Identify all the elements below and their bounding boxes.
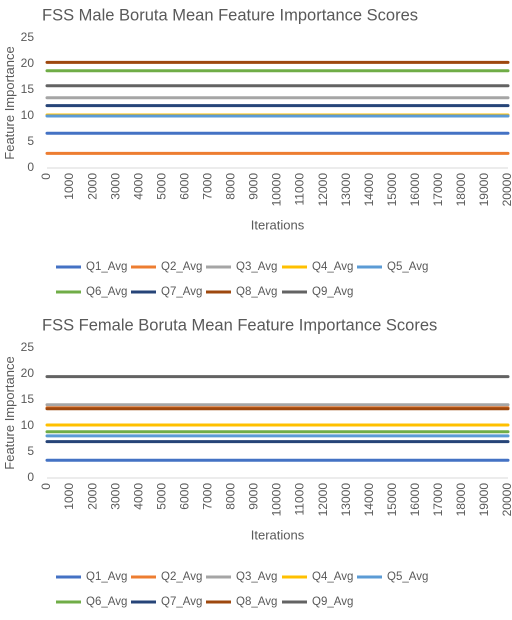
male-x-tick-label: 3000 (108, 173, 122, 200)
male-legend-label: Q3_Avg (236, 261, 277, 273)
female-legend-label: Q4_Avg (312, 571, 353, 583)
female-x-axis-label: Iterations (251, 527, 305, 542)
male-y-axis-label: Feature Importance (2, 46, 17, 159)
male-y-tick-label: 0 (27, 160, 34, 174)
male-y-tick-label: 25 (21, 30, 35, 44)
male-legend-label: Q1_Avg (86, 261, 127, 273)
female-x-tick-label: 1000 (62, 483, 76, 510)
male-legend-label: Q8_Avg (236, 286, 277, 298)
male-x-tick-label: 6000 (177, 173, 191, 200)
female-x-tick-label: 2000 (85, 483, 99, 510)
female-x-tick-label: 7000 (201, 483, 215, 510)
female-chart-svg: FSS Female Boruta Mean Feature Importanc… (2, 316, 512, 608)
female-x-tick-label: 19000 (477, 483, 491, 517)
female-x-tick-label: 3000 (108, 483, 122, 510)
female-x-tick-label: 17000 (431, 483, 445, 517)
female-legend-label: Q5_Avg (387, 571, 428, 583)
male-x-tick-label: 1000 (62, 173, 76, 200)
male-x-tick-label: 2000 (85, 173, 99, 200)
female-legend-label: Q8_Avg (236, 596, 277, 608)
male-x-tick-label: 12000 (316, 173, 330, 207)
male-chart-title: FSS Male Boruta Mean Feature Importance … (42, 6, 418, 24)
female-legend-label: Q7_Avg (161, 596, 202, 608)
female-chart-panel: FSS Female Boruta Mean Feature Importanc… (0, 310, 512, 620)
female-x-tick-label: 10000 (270, 483, 284, 517)
male-x-tick-label: 19000 (477, 173, 491, 207)
female-y-tick-label: 15 (21, 392, 35, 406)
male-chart-panel: FSS Male Boruta Mean Feature Importance … (2, 6, 512, 298)
male-x-tick-label: 0 (39, 173, 53, 180)
female-y-tick-label: 20 (21, 366, 35, 380)
male-x-axis-label: Iterations (251, 217, 305, 232)
female-y-tick-label: 10 (21, 418, 35, 432)
female-chart-title: FSS Female Boruta Mean Feature Importanc… (42, 316, 437, 334)
male-x-tick-label: 10000 (270, 173, 284, 207)
male-chart-svg: FSS Male Boruta Mean Feature Importance … (2, 6, 512, 298)
female-y-tick-label: 0 (27, 470, 34, 484)
female-x-tick-label: 14000 (362, 483, 376, 517)
male-x-tick-label: 8000 (224, 173, 238, 200)
male-x-tick-label: 14000 (362, 173, 376, 207)
female-y-tick-label: 25 (21, 340, 35, 354)
male-y-tick-label: 5 (27, 134, 34, 148)
male-x-tick-label: 16000 (408, 173, 422, 207)
male-y-tick-label: 15 (21, 82, 35, 96)
female-x-tick-label: 9000 (247, 483, 261, 510)
male-x-tick-label: 13000 (339, 173, 353, 207)
female-x-tick-label: 5000 (154, 483, 168, 510)
female-x-tick-label: 12000 (316, 483, 330, 517)
male-x-tick-label: 7000 (201, 173, 215, 200)
female-y-tick-label: 5 (27, 444, 34, 458)
male-x-tick-label: 9000 (247, 173, 261, 200)
female-x-tick-label: 8000 (224, 483, 238, 510)
male-x-tick-label: 5000 (154, 173, 168, 200)
female-x-tick-label: 4000 (131, 483, 145, 510)
male-legend-label: Q5_Avg (387, 261, 428, 273)
female-x-tick-label: 11000 (293, 483, 307, 516)
female-x-tick-label: 16000 (408, 483, 422, 517)
female-y-axis-label: Feature Importance (2, 356, 17, 469)
male-legend-label: Q7_Avg (161, 286, 202, 298)
male-x-tick-label: 17000 (431, 173, 445, 207)
male-x-tick-label: 15000 (385, 173, 399, 207)
male-legend-label: Q9_Avg (312, 286, 353, 298)
male-legend-label: Q6_Avg (86, 286, 127, 298)
male-legend-label: Q4_Avg (312, 261, 353, 273)
female-x-tick-label: 0 (39, 483, 53, 490)
female-x-tick-label: 6000 (177, 483, 191, 510)
male-x-tick-label: 18000 (454, 173, 468, 207)
female-legend-label: Q2_Avg (161, 571, 202, 583)
male-x-tick-label: 11000 (293, 173, 307, 206)
female-legend-label: Q1_Avg (86, 571, 127, 583)
female-x-tick-label: 20000 (500, 483, 512, 517)
female-legend-label: Q3_Avg (236, 571, 277, 583)
female-legend-label: Q9_Avg (312, 596, 353, 608)
male-x-tick-label: 20000 (500, 173, 512, 207)
female-x-tick-label: 18000 (454, 483, 468, 517)
male-legend-label: Q2_Avg (161, 261, 202, 273)
female-x-tick-label: 15000 (385, 483, 399, 517)
male-y-tick-label: 10 (21, 108, 35, 122)
male-y-tick-label: 20 (21, 56, 35, 70)
male-x-tick-label: 4000 (131, 173, 145, 200)
female-x-tick-label: 13000 (339, 483, 353, 517)
female-legend-label: Q6_Avg (86, 596, 127, 608)
